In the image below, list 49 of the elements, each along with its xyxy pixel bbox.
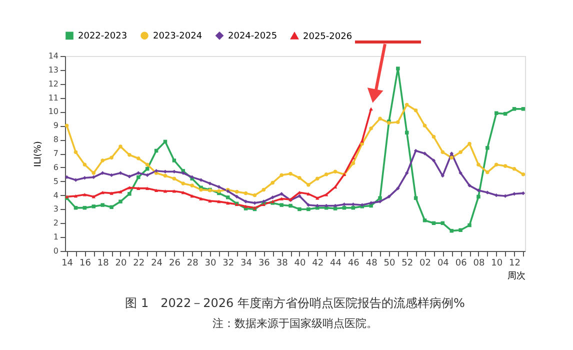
y-tick-label: 10 bbox=[48, 107, 58, 116]
legend-label: 2023-2024 bbox=[153, 32, 202, 42]
x-tick-label: 26 bbox=[168, 258, 181, 268]
legend-label: 2025-2026 bbox=[303, 32, 352, 42]
x-tick-label: 40 bbox=[294, 258, 306, 268]
y-tick-label: 13 bbox=[48, 65, 58, 74]
y-tick-label: 9 bbox=[53, 121, 58, 130]
x-tick-label: 12 bbox=[509, 258, 520, 268]
x-tick-label: 20 bbox=[115, 258, 127, 268]
x-tick-label: 16 bbox=[79, 258, 92, 268]
x-axis-title: 周次 bbox=[508, 270, 526, 282]
legend-label: 2022-2023 bbox=[78, 32, 128, 42]
y-tick-label: 6 bbox=[53, 162, 58, 172]
y-tick-label: 12 bbox=[48, 79, 58, 88]
x-tick-label: 38 bbox=[276, 258, 288, 268]
y-tick-label: 4 bbox=[53, 190, 58, 200]
y-tick-label: 11 bbox=[48, 93, 58, 102]
x-tick-label: 42 bbox=[312, 258, 324, 268]
x-tick-label: 24 bbox=[151, 258, 163, 268]
y-tick-label: 8 bbox=[53, 135, 58, 144]
x-tick-label: 52 bbox=[402, 258, 414, 268]
x-tick-label: 22 bbox=[133, 258, 145, 268]
x-tick-label: 04 bbox=[437, 258, 450, 268]
x-tick-label: 28 bbox=[186, 258, 199, 268]
text: 图 1 2022－2026 年度南方省份哨点医院报告的流感样病例% bbox=[125, 296, 465, 310]
x-tick-label: 44 bbox=[330, 258, 342, 268]
x-tick-label: 10 bbox=[491, 258, 503, 268]
y-tick-label: 5 bbox=[53, 176, 58, 186]
x-tick-label: 46 bbox=[348, 258, 360, 268]
x-tick-label: 30 bbox=[204, 258, 216, 268]
y-tick-label: 2 bbox=[53, 218, 58, 228]
x-tick-label: 50 bbox=[384, 258, 396, 268]
y-axis-title: ILI(%) bbox=[33, 141, 44, 167]
y-tick-label: 14 bbox=[48, 52, 58, 60]
x-tick-label: 34 bbox=[240, 258, 252, 268]
x-tick-label: 18 bbox=[97, 258, 110, 268]
x-tick-label: 06 bbox=[455, 258, 468, 268]
legend-label: 2024-2025 bbox=[228, 32, 278, 42]
x-tick-label: 14 bbox=[62, 258, 74, 268]
y-tick-label: 7 bbox=[53, 149, 58, 158]
y-tick-label: 3 bbox=[53, 204, 58, 214]
x-tick-label: 48 bbox=[366, 258, 378, 268]
x-tick-label: 36 bbox=[258, 258, 270, 268]
y-tick-label: 1 bbox=[53, 232, 58, 242]
x-tick-label: 02 bbox=[420, 258, 431, 268]
x-tick-label: 32 bbox=[222, 258, 234, 268]
text: 注：数据来源于国家级哨点医院。 bbox=[212, 317, 378, 330]
x-tick-label: 08 bbox=[473, 258, 485, 268]
y-tick-label: 0 bbox=[53, 246, 58, 256]
